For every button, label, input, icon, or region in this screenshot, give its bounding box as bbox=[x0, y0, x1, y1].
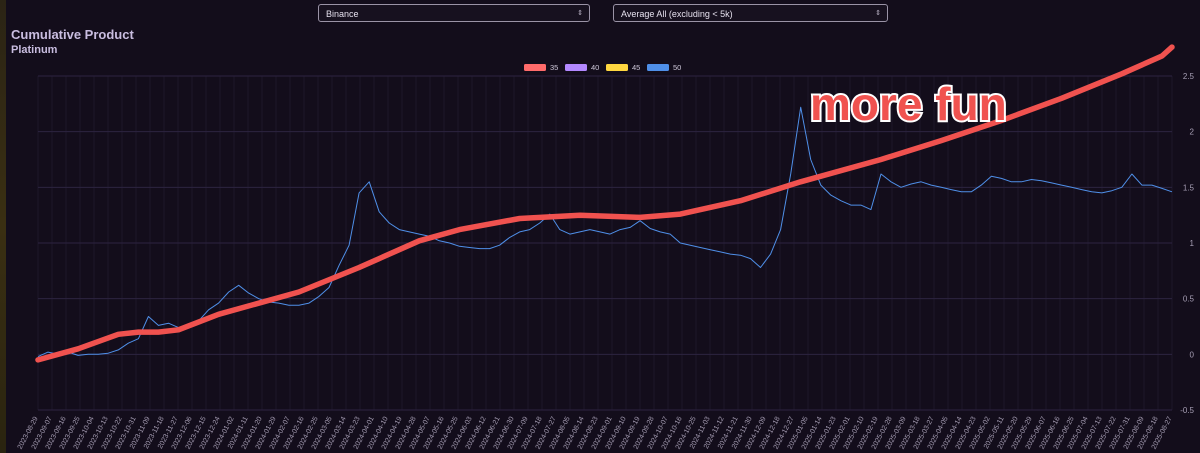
legend-label: 50 bbox=[673, 63, 681, 72]
y-tick-label: 1 bbox=[1190, 239, 1195, 248]
chart-title: Cumulative Product bbox=[11, 27, 134, 42]
y-tick-label: 0 bbox=[1190, 350, 1195, 359]
average-select-caret-icon: ⇕ bbox=[875, 10, 881, 17]
legend-label: 40 bbox=[591, 63, 599, 72]
window-edge-strip bbox=[0, 0, 6, 453]
y-tick-label: -0.5 bbox=[1180, 406, 1194, 415]
exchange-select-caret-icon: ⇕ bbox=[577, 10, 583, 17]
chart-subtitle: Platinum bbox=[11, 44, 58, 56]
exchange-select[interactable]: Binance ⇕ bbox=[318, 4, 590, 22]
series-line-50 bbox=[37, 106, 1173, 358]
legend: 35 40 45 50 bbox=[524, 63, 681, 72]
legend-swatch bbox=[524, 64, 546, 71]
y-tick-label: 2 bbox=[1190, 128, 1195, 137]
legend-swatch bbox=[606, 64, 628, 71]
legend-label: 45 bbox=[632, 63, 640, 72]
y-tick-label: 2.5 bbox=[1183, 72, 1195, 81]
y-tick-label: 0.5 bbox=[1183, 295, 1195, 304]
legend-label: 35 bbox=[550, 63, 558, 72]
average-select[interactable]: Average All (excluding < 5k) ⇕ bbox=[613, 4, 888, 22]
legend-swatch bbox=[565, 64, 587, 71]
exchange-select-value: Binance bbox=[326, 9, 359, 19]
y-tick-label: 1.5 bbox=[1183, 183, 1195, 192]
overlay-drawn-line bbox=[35, 44, 1175, 363]
legend-swatch bbox=[647, 64, 669, 71]
average-select-value: Average All (excluding < 5k) bbox=[621, 9, 733, 19]
annotation-text: more fun bbox=[810, 78, 1007, 130]
